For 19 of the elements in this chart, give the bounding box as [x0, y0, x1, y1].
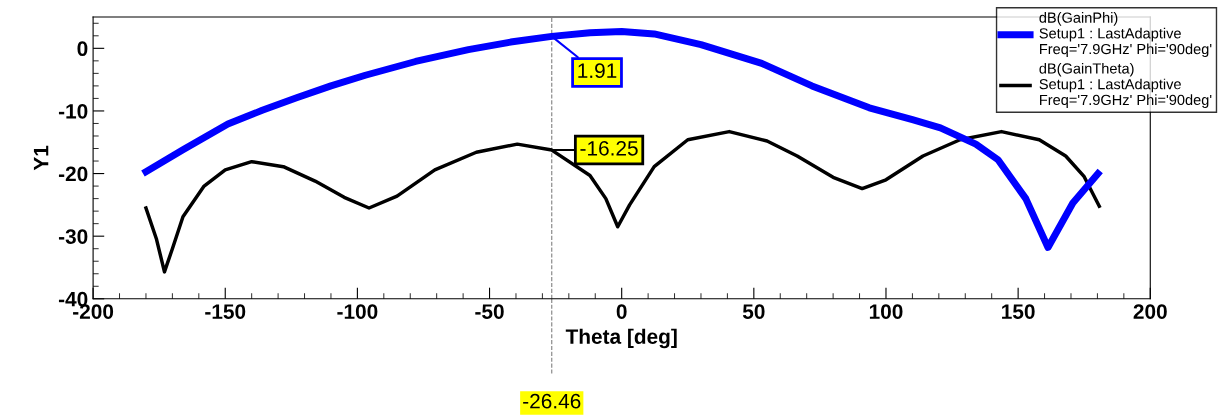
- line-series: [144, 129, 1102, 274]
- y-tick-label: -20: [58, 166, 88, 182]
- legend-label: dB(GainTheta) Setup1 : LastAdaptive Freq='7.9GHz' Phi='90deg': [1039, 62, 1212, 108]
- x-tick-label: 0: [616, 304, 627, 319]
- x-tick-label: -150: [205, 304, 246, 319]
- y-axis-title: Y1: [33, 145, 49, 171]
- ref-line-label: -26.46: [523, 393, 581, 409]
- annotation: 1.91: [578, 63, 617, 79]
- annotation: -16.25: [580, 140, 638, 156]
- y-tick-label: -30: [58, 229, 88, 244]
- x-tick-label: -50: [475, 304, 504, 319]
- x-tick-label: 150: [1002, 304, 1035, 319]
- x-tick-label: 100: [869, 304, 903, 319]
- x-tick-label: 50: [742, 304, 765, 319]
- y-tick-label: 0: [77, 41, 88, 57]
- y-tick-label: -10: [58, 103, 88, 119]
- x-tick-label: 200: [1133, 304, 1167, 319]
- x-tick-label: -100: [337, 304, 378, 319]
- x-axis-title: Theta [deg]: [565, 328, 677, 349]
